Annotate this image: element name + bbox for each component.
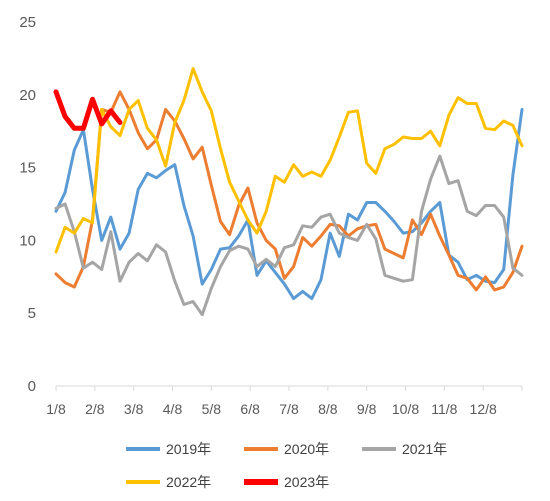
x-tick-label: 4/8 [163, 401, 183, 417]
x-tick-label: 5/8 [202, 401, 222, 417]
series-line-2021 [54, 154, 524, 317]
y-tick-label: 0 [28, 378, 36, 395]
x-tick-label: 8/8 [318, 401, 338, 417]
y-tick-label: 5 [28, 305, 36, 322]
x-tick-label: 6/8 [240, 401, 260, 417]
x-tick-label: 1/8 [46, 401, 66, 417]
legend: 2019年 2020年 2021年 2022年 2023年 [126, 441, 447, 490]
y-tick-label: 15 [19, 160, 36, 177]
legend-label-2023: 2023年 [284, 474, 329, 490]
x-axis-ticks: 1/8 2/8 3/8 4/8 5/8 6/8 7/8 8/8 9/8 10/8 11/8 12/8 [46, 401, 497, 417]
x-tick-label: 10/8 [392, 401, 419, 417]
series-line-2022 [54, 67, 524, 254]
x-tick-label: 11/8 [431, 401, 457, 417]
x-tick-label: 12/8 [470, 401, 497, 417]
y-tick-label: 20 [19, 87, 36, 104]
x-axis [55, 385, 523, 391]
series-line-2019 [54, 107, 524, 301]
series-line-2020 [54, 90, 524, 292]
legend-label-2021: 2021年 [402, 441, 447, 457]
legend-label-2022: 2022年 [166, 474, 211, 490]
legend-label-2019: 2019年 [166, 441, 211, 457]
y-tick-label: 25 [19, 14, 36, 31]
series-lines [53, 67, 524, 317]
series-line-2023 [53, 89, 123, 131]
y-axis-ticks: 0 5 10 15 20 25 [19, 14, 36, 395]
legend-label-2020: 2020年 [284, 441, 329, 457]
y-tick-label: 10 [19, 232, 36, 249]
x-tick-label: 9/8 [357, 401, 377, 417]
x-tick-label: 2/8 [85, 401, 105, 417]
x-tick-label: 3/8 [124, 401, 144, 417]
x-tick-label: 7/8 [279, 401, 299, 417]
